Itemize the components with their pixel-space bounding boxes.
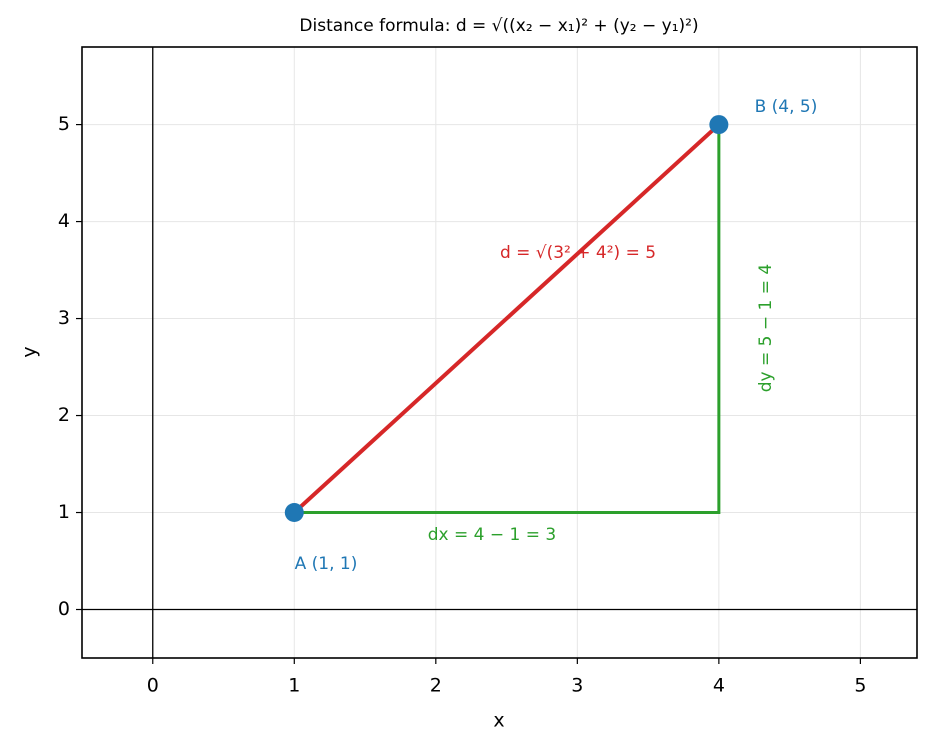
annotation: B (4, 5) <box>755 97 818 117</box>
point <box>284 503 304 523</box>
y-tick-label: 2 <box>58 404 70 426</box>
annotation: A (1, 1) <box>295 554 358 574</box>
x-tick-label: 1 <box>288 675 300 697</box>
x-tick-label: 5 <box>854 675 866 697</box>
y-tick-label: 1 <box>58 501 70 523</box>
annotation: d = √(3² + 4²) = 5 <box>500 243 656 263</box>
line <box>292 123 721 515</box>
x-axis-label: x <box>493 710 504 732</box>
line <box>294 124 721 515</box>
annotation: dx = 4 − 1 = 3 <box>428 525 556 545</box>
y-tick-label: 4 <box>58 210 70 232</box>
chart-title: Distance formula: d = √((x₂ − x₁)² + (y₂… <box>299 16 698 36</box>
annotation: dy = 5 − 1 = 4 <box>756 264 776 392</box>
plot-frame <box>81 46 918 659</box>
point <box>709 115 729 135</box>
x-tick-label: 0 <box>147 675 159 697</box>
y-axis-label: y <box>19 346 41 357</box>
y-tick-label: 3 <box>58 307 70 329</box>
y-tick-label: 0 <box>58 598 70 620</box>
x-tick-label: 3 <box>571 675 583 697</box>
x-tick-label: 2 <box>430 675 442 697</box>
x-tick-label: 4 <box>713 675 725 697</box>
y-tick-label: 5 <box>58 113 70 135</box>
